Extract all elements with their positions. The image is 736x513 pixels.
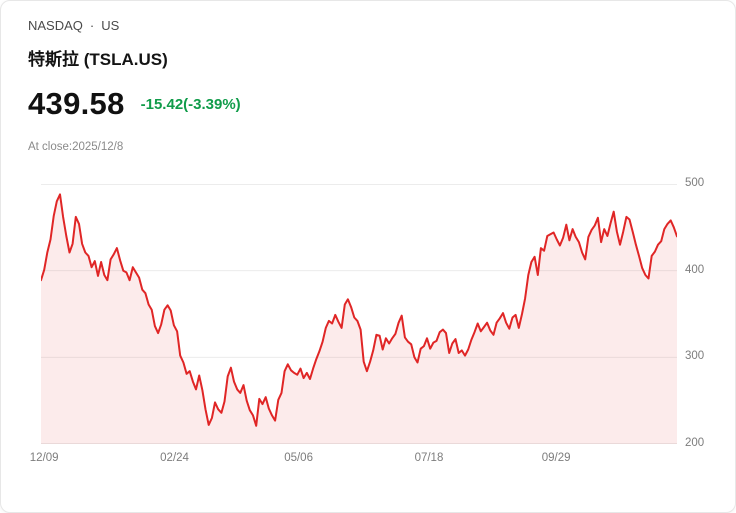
y-axis-label-400: 400: [685, 263, 705, 276]
x-axis-label-02-24: 02/24: [160, 452, 189, 464]
price-row: 439.58 -15.42(-3.39%): [28, 86, 241, 122]
price-area-fill: [41, 194, 677, 444]
y-axis-label-500: 500: [685, 177, 705, 189]
y-axis-label-300: 300: [685, 350, 705, 363]
x-axis-label-09-29: 09/29: [541, 452, 571, 464]
stock-title: 特斯拉 (TSLA.US): [28, 50, 168, 69]
x-axis-label-07-18: 07/18: [414, 452, 444, 464]
close-time-label: At close:2025/12/8: [28, 141, 124, 153]
x-axis-label-12-09: 12/09: [29, 452, 59, 464]
dot-separator: ·: [89, 18, 95, 33]
price-change: -15.42(-3.39%): [140, 95, 241, 113]
region-label: US: [101, 18, 120, 33]
x-axis-label-05-06: 05/06: [284, 452, 313, 464]
price-line: [41, 193, 677, 427]
current-price: 439.58: [28, 86, 125, 121]
exchange-label: NASDAQ: [28, 18, 83, 33]
y-axis-label-200: 200: [685, 437, 705, 449]
exchange-info: NASDAQ · US: [28, 18, 119, 33]
price-line-chart[interactable]: [41, 184, 677, 444]
